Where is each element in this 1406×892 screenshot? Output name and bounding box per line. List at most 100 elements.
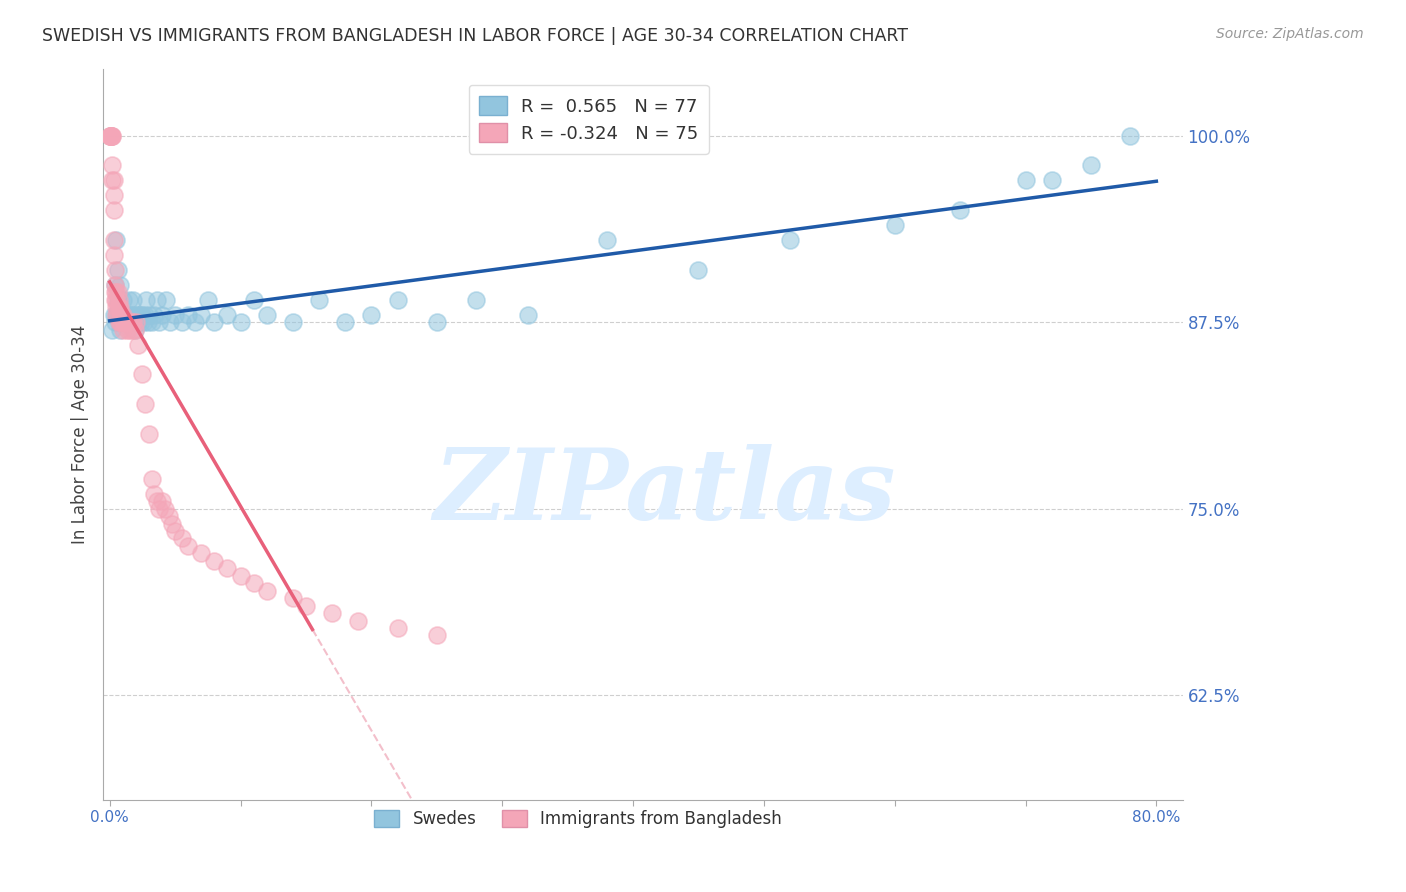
Point	[100, 128, 122, 143]
Point	[108, 322, 131, 336]
Point	[131, 308, 153, 322]
Point	[122, 315, 145, 329]
Point	[281, 315, 304, 329]
Point	[295, 599, 318, 613]
Point	[335, 315, 357, 329]
Point	[108, 315, 131, 329]
Point	[121, 322, 143, 336]
Point	[883, 218, 905, 232]
Point	[111, 308, 134, 322]
Point	[183, 315, 205, 329]
Point	[127, 315, 149, 329]
Point	[162, 516, 184, 531]
Point	[688, 263, 710, 277]
Point	[150, 308, 173, 322]
Point	[138, 308, 160, 322]
Point	[110, 308, 132, 322]
Point	[229, 315, 252, 329]
Point	[779, 233, 801, 247]
Point	[136, 315, 159, 329]
Point	[197, 293, 219, 307]
Point	[165, 308, 187, 322]
Point	[1040, 173, 1063, 187]
Point	[108, 315, 131, 329]
Point	[107, 293, 129, 307]
Point	[110, 308, 132, 322]
Point	[143, 486, 166, 500]
Point	[117, 315, 139, 329]
Point	[1119, 128, 1142, 143]
Point	[308, 293, 330, 307]
Point	[148, 315, 170, 329]
Point	[127, 337, 149, 351]
Text: SWEDISH VS IMMIGRANTS FROM BANGLADESH IN LABOR FORCE | AGE 30-34 CORRELATION CHA: SWEDISH VS IMMIGRANTS FROM BANGLADESH IN…	[42, 27, 908, 45]
Point	[124, 322, 146, 336]
Point	[104, 277, 127, 292]
Point	[202, 554, 225, 568]
Point	[122, 315, 145, 329]
Point	[100, 128, 122, 143]
Point	[321, 606, 343, 620]
Point	[426, 315, 449, 329]
Point	[115, 315, 138, 329]
Legend: Swedes, Immigrants from Bangladesh: Swedes, Immigrants from Bangladesh	[368, 804, 789, 835]
Point	[135, 293, 157, 307]
Point	[107, 263, 129, 277]
Y-axis label: In Labor Force | Age 30-34: In Labor Force | Age 30-34	[72, 325, 89, 543]
Point	[159, 315, 181, 329]
Point	[101, 128, 124, 143]
Point	[150, 494, 173, 508]
Point	[105, 293, 128, 307]
Point	[100, 128, 122, 143]
Point	[217, 308, 239, 322]
Point	[98, 128, 121, 143]
Point	[118, 293, 141, 307]
Point	[131, 368, 153, 382]
Point	[134, 308, 156, 322]
Point	[596, 233, 619, 247]
Point	[148, 501, 170, 516]
Point	[129, 315, 152, 329]
Point	[125, 315, 148, 329]
Point	[125, 308, 148, 322]
Point	[256, 308, 278, 322]
Point	[146, 494, 169, 508]
Point	[117, 308, 139, 322]
Point	[107, 300, 129, 314]
Point	[104, 285, 127, 300]
Point	[110, 315, 132, 329]
Point	[108, 293, 131, 307]
Point	[98, 128, 121, 143]
Point	[104, 263, 127, 277]
Point	[105, 308, 128, 322]
Point	[111, 293, 134, 307]
Point	[120, 315, 142, 329]
Point	[281, 591, 304, 606]
Point	[141, 315, 163, 329]
Point	[103, 173, 125, 187]
Point	[110, 315, 132, 329]
Point	[360, 308, 382, 322]
Point	[177, 539, 200, 553]
Point	[104, 293, 127, 307]
Point	[127, 308, 149, 322]
Point	[100, 128, 122, 143]
Point	[120, 315, 142, 329]
Point	[387, 621, 409, 635]
Point	[108, 308, 131, 322]
Point	[101, 322, 124, 336]
Point	[134, 397, 156, 411]
Point	[157, 509, 180, 524]
Text: Source: ZipAtlas.com: Source: ZipAtlas.com	[1216, 27, 1364, 41]
Point	[128, 308, 150, 322]
Point	[949, 203, 972, 218]
Point	[202, 315, 225, 329]
Point	[108, 315, 131, 329]
Point	[120, 308, 142, 322]
Point	[114, 308, 136, 322]
Point	[108, 300, 131, 314]
Point	[108, 308, 131, 322]
Point	[118, 322, 141, 336]
Point	[229, 568, 252, 582]
Point	[170, 315, 193, 329]
